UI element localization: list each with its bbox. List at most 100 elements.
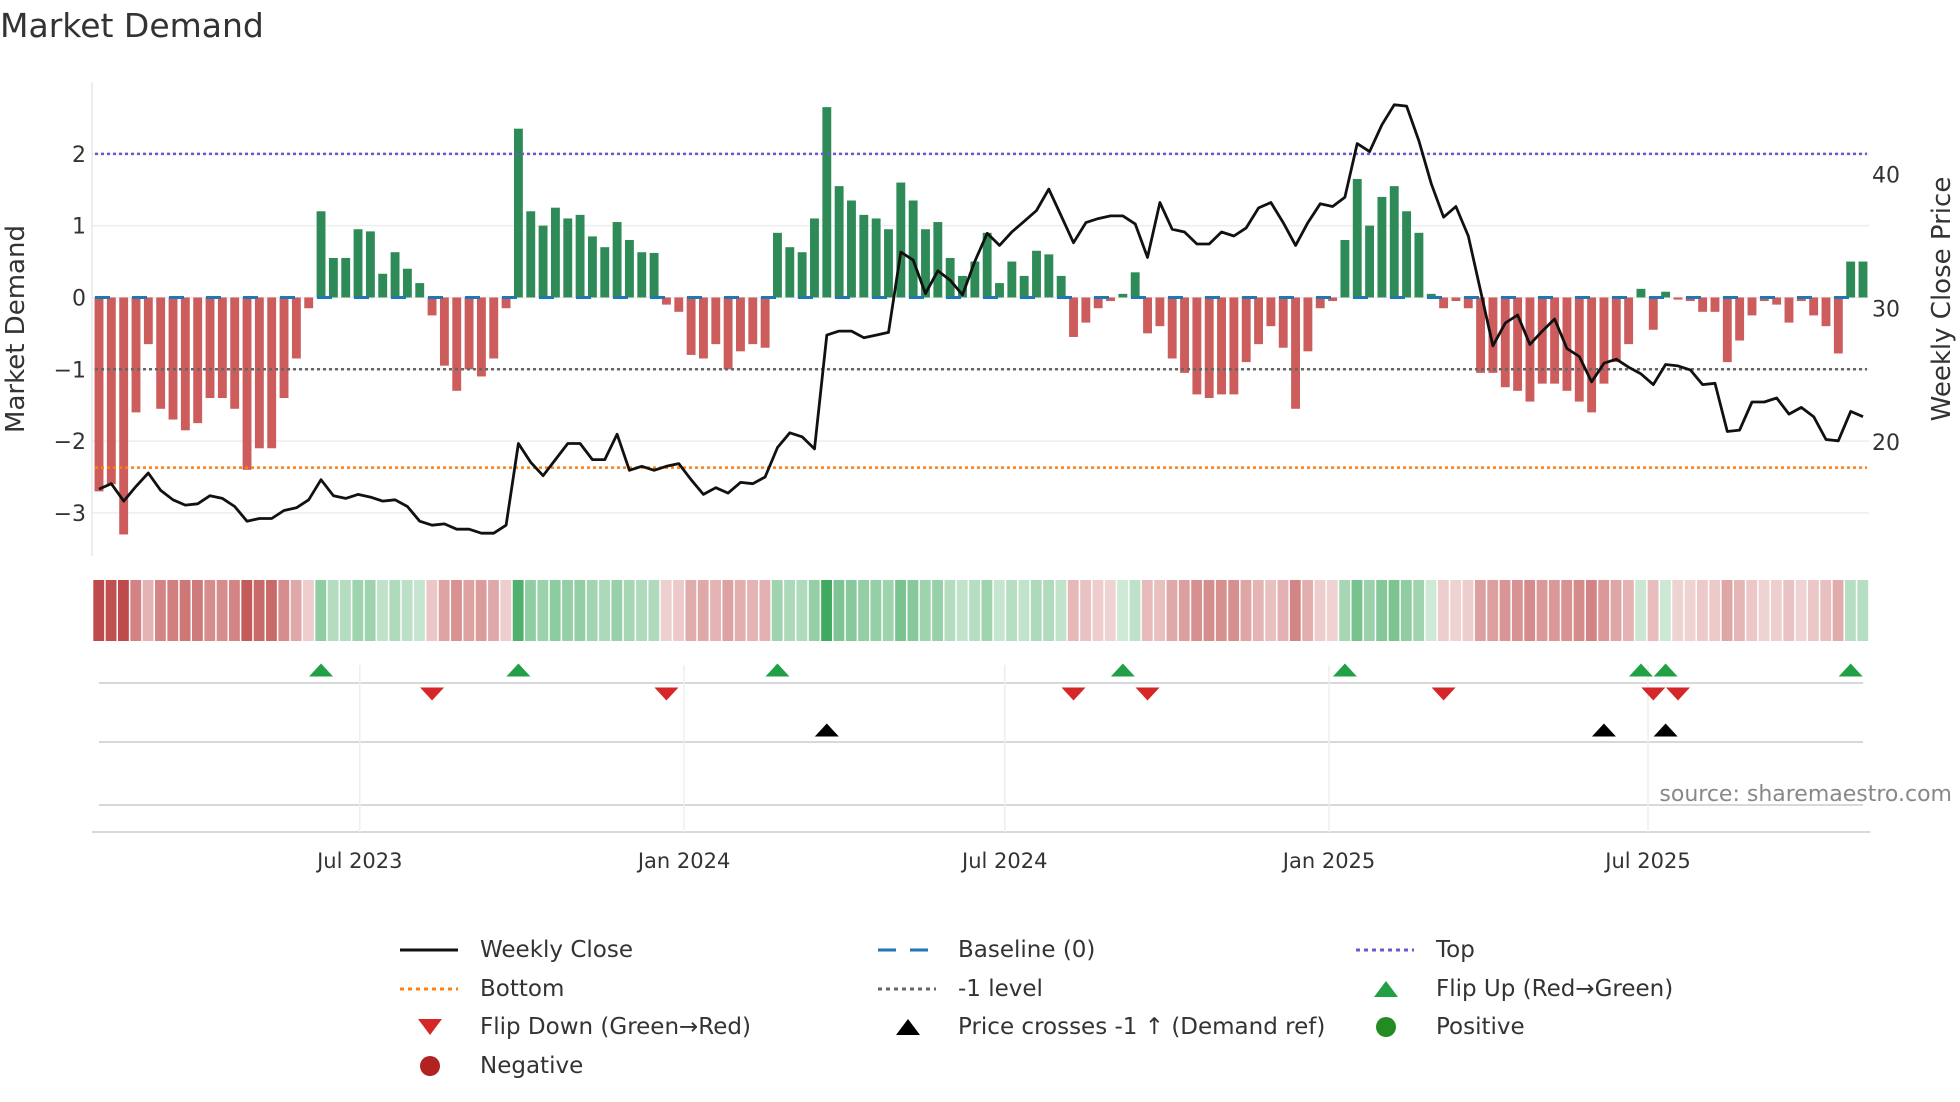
demand-bar [1106,297,1115,302]
demand-bar [439,297,449,366]
demand-bar [1661,291,1671,298]
demand-bar [205,297,215,398]
demand-bar [921,229,930,298]
source-label: source: sharemaestro.com [1659,782,1952,807]
heat-cell [327,580,339,641]
heat-cell [364,580,376,641]
demand-bar [1858,261,1868,298]
demand-bar [699,297,708,359]
demand-bar [1833,297,1843,354]
demand-bar [156,297,166,409]
legend-circle-icon [1376,1017,1396,1037]
demand-bar [476,297,486,377]
heat-cell [1807,580,1819,641]
heat-cell [1548,580,1560,641]
heat-cell [1758,580,1770,641]
demand-bar [119,297,129,535]
heat-cell [266,580,277,641]
heat-cell [537,580,549,641]
heat-cell [895,580,906,641]
heat-cell [1622,580,1634,641]
legend-dotted-line-icon [878,987,936,991]
demand-bar [513,128,523,298]
demand-bar [180,297,190,431]
heat-cell [710,580,721,641]
legend-item-bottom: Bottom [398,976,564,1002]
heat-cell [1511,580,1523,641]
heat-cell [1117,580,1129,641]
demand-bar [193,297,203,424]
heat-cell [1598,580,1610,641]
demand-bar [1513,297,1523,391]
demand-bar [736,297,745,352]
demand-bar [1315,297,1325,309]
chart-title: Market Demand [0,6,264,45]
heat-cell [1795,580,1807,641]
flip-down-marker [420,687,445,701]
heat-cell [451,580,462,641]
flip-up-marker [1110,663,1135,677]
demand-bar [1069,297,1078,337]
demand-bar [958,275,967,298]
heat-cell [586,580,598,641]
heat-cell [549,580,561,641]
heat-cell [747,580,758,641]
demand-bar [94,297,104,492]
demand-bar [1081,297,1091,323]
legend-triangle-down-icon [418,1019,442,1035]
legend-dotted-line-icon [1356,948,1414,952]
heat-cell [993,580,1005,641]
y2-tick-label: 30 [1872,297,1900,322]
demand-bar [723,297,733,370]
demand-bar [797,252,807,298]
flip-up-marker [1628,663,1653,677]
demand-bar [1303,297,1313,352]
x-tick-label: Jul 2025 [1603,849,1690,873]
demand-bar [143,297,153,345]
demand-bar [686,297,696,355]
y2-tick-label: 40 [1872,163,1900,188]
demand-bar [600,247,610,298]
demand-bar [847,200,856,298]
demand-bar [1710,297,1720,312]
demand-bar [785,247,795,298]
heat-cell [401,580,413,641]
demand-bar [1093,297,1103,309]
y-tick-label: −1 [54,358,86,383]
demand-bar [1673,297,1683,300]
heat-cell [1203,580,1215,641]
demand-bar [1525,297,1535,402]
x-tick-label: Jul 2024 [960,849,1047,873]
demand-bar [748,297,758,345]
heat-cell [1659,580,1671,641]
heat-cell [660,580,672,641]
heat-cell [1820,580,1832,641]
y2-tick-label: 20 [1872,431,1900,456]
demand-bar [637,252,647,298]
demand-bar [1426,293,1436,298]
demand-bar [995,283,1004,298]
heat-cell [1561,580,1573,641]
heat-cell [500,580,512,641]
heat-cell [697,580,709,641]
heat-cell [611,580,623,641]
demand-bar [1463,297,1473,309]
x-tick-label: Jan 2024 [636,849,731,873]
heat-cell [1770,580,1782,641]
flip-down-marker [1665,687,1690,701]
heat-cell [1067,580,1079,641]
flip-up-marker [1653,663,1678,677]
heat-cell [1585,580,1597,641]
demand-bar [1451,297,1461,302]
demand-bar [1735,297,1745,341]
heat-cell [882,580,894,641]
heat-cell [784,580,795,641]
demand-bar [415,283,425,298]
heat-cell [1709,580,1721,641]
heat-cell [426,580,438,641]
demand-bar [1488,297,1498,373]
demand-bar [1192,297,1202,395]
demand-bar [464,297,474,370]
demand-bar [1291,297,1301,409]
demand-bar [1007,261,1017,298]
